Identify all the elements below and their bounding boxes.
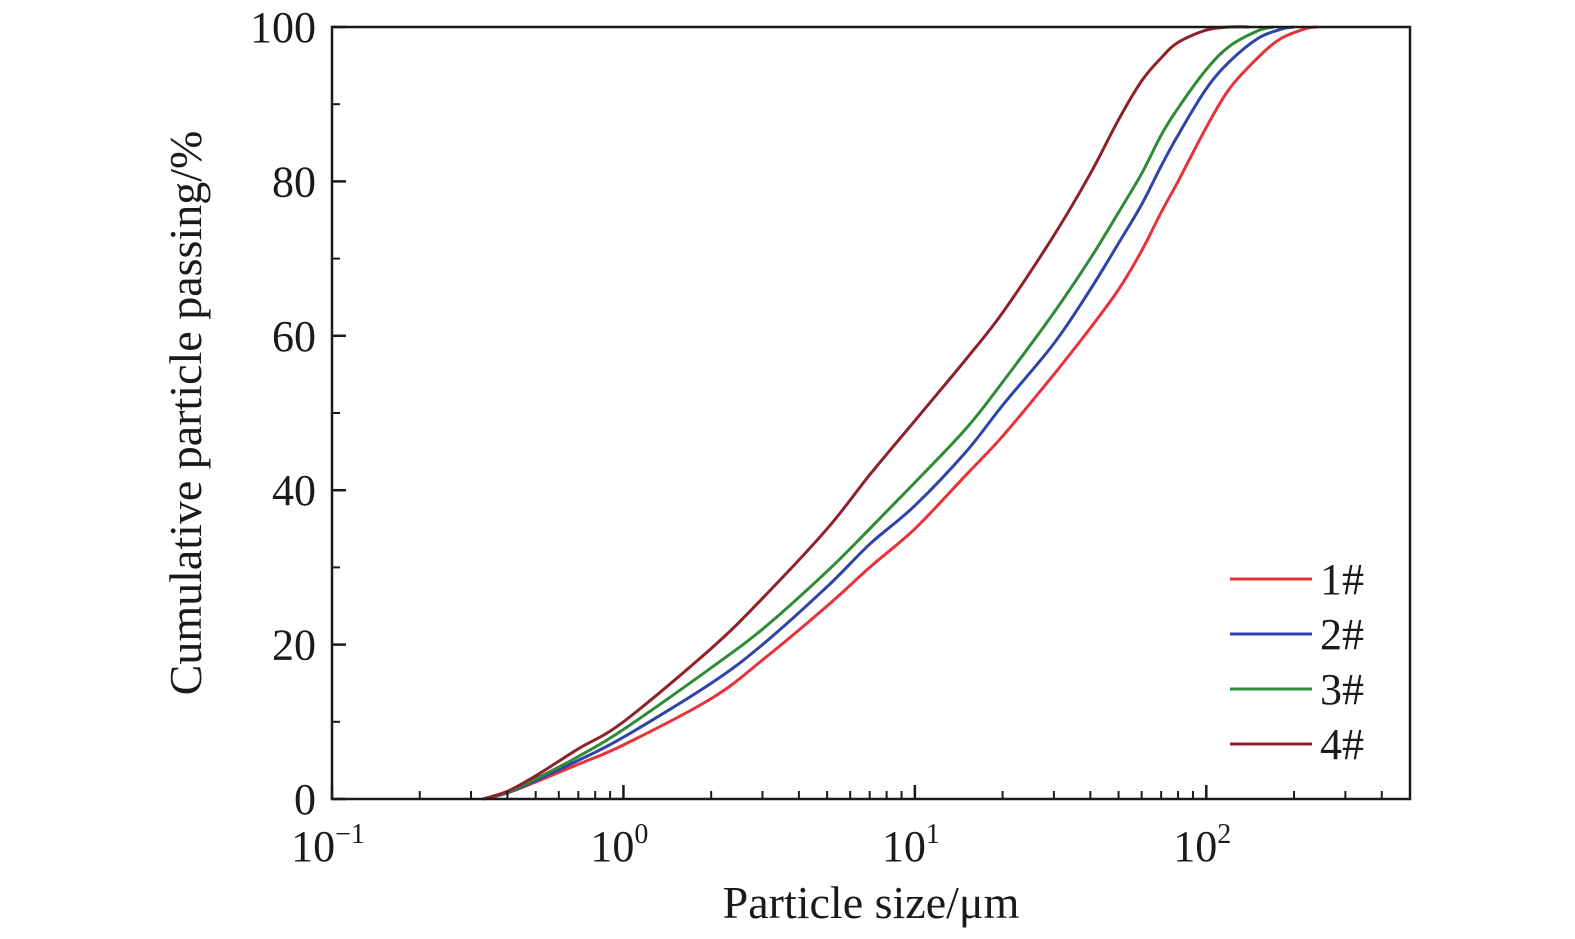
y-tick-label: 40 [272, 466, 316, 515]
x-tick-label: 100 [590, 819, 648, 871]
series-line-2 [482, 25, 1295, 801]
ticks-layer [330, 25, 1411, 801]
y-tick-label: 20 [272, 621, 316, 670]
y-tick-label: 0 [294, 775, 316, 824]
y-tick-label: 60 [272, 312, 316, 361]
legend-label-4: 4# [1320, 720, 1364, 769]
series-line-3 [482, 25, 1274, 801]
x-axis-title: Particle size/μm [723, 877, 1020, 928]
x-tick-label: 10−1 [291, 819, 365, 871]
series-line-1 [482, 25, 1318, 801]
legend-label-3: 3# [1320, 665, 1364, 714]
plot-frame [330, 25, 1412, 801]
series-layer [482, 25, 1318, 801]
legend-label-2: 2# [1320, 610, 1364, 659]
x-tick-label: 102 [1173, 819, 1231, 871]
series-line-4 [482, 25, 1249, 801]
y-axis-title: Cumulative particle passing/% [160, 131, 211, 696]
x-tick-label: 101 [882, 819, 940, 871]
legend: 1# 2# 3# 4# [1230, 555, 1364, 769]
legend-label-1: 1# [1320, 555, 1364, 604]
y-tick-label: 100 [250, 3, 316, 52]
y-tick-label: 80 [272, 157, 316, 206]
labels-layer: 0 20 40 60 80 100 10−1 100 101 102 [250, 3, 1231, 871]
